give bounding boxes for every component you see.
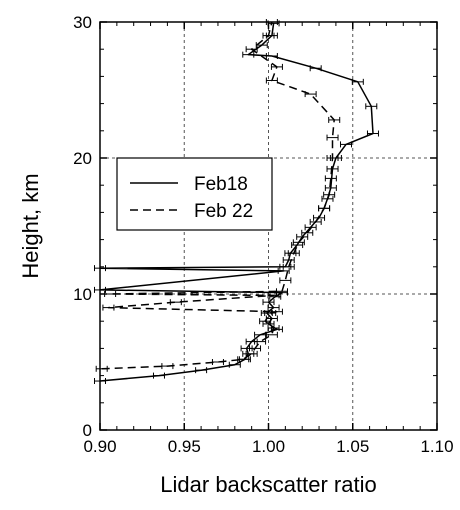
axis-ticks xyxy=(99,21,438,431)
series-layer xyxy=(94,19,379,385)
data-point-feb22 xyxy=(318,205,331,212)
tick-labels: 0.90 0.95 1.00 1.05 1.10 0 10 20 30 xyxy=(73,13,453,456)
data-point-feb22 xyxy=(326,134,339,141)
data-point-feb18 xyxy=(255,42,268,49)
data-point-feb22 xyxy=(323,191,336,198)
data-point-feb22 xyxy=(326,155,339,161)
data-point-feb22 xyxy=(169,299,182,306)
series-line-feb22 xyxy=(101,21,335,370)
data-point-feb22 xyxy=(265,331,278,338)
data-point-feb22 xyxy=(245,350,258,357)
y-tick-label: 30 xyxy=(73,13,92,32)
x-tick-label: 1.05 xyxy=(336,437,369,456)
data-point-feb22 xyxy=(275,288,288,295)
data-point-feb22 xyxy=(267,292,280,299)
data-point-feb22 xyxy=(270,63,283,70)
data-point-feb18 xyxy=(195,367,208,374)
data-point-feb18 xyxy=(242,51,255,58)
data-point-feb18 xyxy=(309,65,322,72)
data-point-feb22 xyxy=(309,218,322,225)
y-tick-label: 0 xyxy=(83,421,92,440)
x-tick-label: 0.90 xyxy=(83,437,116,456)
data-point-feb22 xyxy=(259,318,272,325)
data-point-feb22 xyxy=(95,365,108,372)
data-point-feb18 xyxy=(262,299,275,306)
data-point-feb18 xyxy=(366,130,379,137)
data-point-feb18 xyxy=(296,233,309,240)
legend: Feb18 Feb 22 xyxy=(116,157,273,231)
data-point-feb22 xyxy=(249,345,262,352)
data-point-feb22 xyxy=(292,239,305,246)
series-line-feb18 xyxy=(99,23,374,382)
data-point-feb18 xyxy=(228,361,241,368)
data-point-feb22 xyxy=(270,308,283,315)
data-point-feb18 xyxy=(262,320,275,327)
data-point-feb18 xyxy=(152,372,165,379)
data-point-feb22 xyxy=(254,338,267,345)
data-point-feb18 xyxy=(324,184,337,191)
data-point-feb22 xyxy=(279,277,292,284)
data-point-feb22 xyxy=(287,250,300,257)
y-tick-label: 10 xyxy=(73,285,92,304)
data-point-feb18 xyxy=(351,78,364,85)
data-point-feb22 xyxy=(102,304,115,311)
data-point-feb18 xyxy=(365,103,378,110)
x-tick-label: 1.00 xyxy=(252,437,285,456)
data-point-feb18 xyxy=(265,53,278,59)
data-point-feb22 xyxy=(328,116,341,123)
data-point-feb22 xyxy=(304,91,317,98)
data-point-feb18 xyxy=(254,331,267,338)
legend-box xyxy=(116,157,273,231)
data-point-feb18 xyxy=(267,304,280,311)
data-point-feb22 xyxy=(161,363,174,370)
data-point-feb22 xyxy=(264,310,277,317)
x-axis-title: Lidar backscatter ratio xyxy=(160,472,376,497)
data-point-feb22 xyxy=(237,356,250,363)
data-point-feb22 xyxy=(301,229,314,236)
data-point-feb18 xyxy=(277,267,290,274)
data-point-feb18 xyxy=(326,165,339,172)
x-tick-label: 0.95 xyxy=(168,437,201,456)
legend-label-feb22: Feb 22 xyxy=(194,201,253,222)
data-point-feb22 xyxy=(265,77,278,84)
data-point-feb18 xyxy=(282,257,295,263)
x-tick-label: 1.10 xyxy=(420,437,453,456)
data-point-feb22 xyxy=(324,175,337,182)
legend-label-feb18: Feb18 xyxy=(194,174,248,195)
data-point-feb22 xyxy=(262,32,275,39)
data-point-feb22 xyxy=(245,46,258,53)
data-point-feb18 xyxy=(340,141,353,148)
data-point-feb22 xyxy=(267,325,280,331)
y-axis-title: Height, km xyxy=(18,173,43,278)
y-tick-label: 20 xyxy=(73,149,92,168)
data-point-feb22 xyxy=(282,263,295,270)
data-point-feb22 xyxy=(211,359,224,365)
